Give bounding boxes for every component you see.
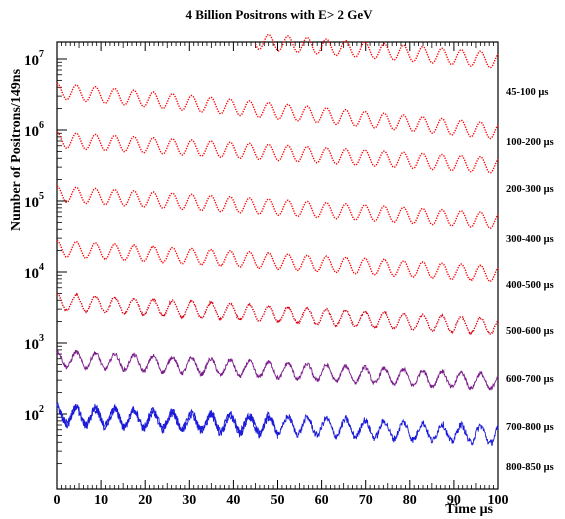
x-axis: 0 10 20 30 40 50 60 70 80 90 100 [54, 42, 509, 508]
x-axis-label: Time μs [445, 502, 493, 517]
window-label: 400-500 μs [506, 280, 554, 291]
window-label: 600-700 μs [506, 374, 554, 385]
series-line [254, 33, 499, 69]
series-line [56, 82, 499, 140]
x-tick-label: 100 [488, 493, 509, 508]
x-tick-label: 60 [315, 493, 329, 508]
y-tick-label: 107 [24, 49, 44, 69]
x-tick-label: 90 [447, 493, 461, 508]
chart-title: 4 Billion Positrons with E> 2 GeV [185, 7, 373, 22]
window-label: 45-100 μs [506, 87, 548, 98]
y-tick-exponent: 7 [39, 49, 44, 60]
series-line [56, 131, 499, 174]
y-tick-exponent: 2 [39, 404, 44, 415]
window-label: 500-600 μs [506, 326, 554, 337]
window-label: 100-200 μs [506, 137, 554, 148]
x-tick-label: 50 [271, 493, 285, 508]
x-tick-label: 10 [94, 493, 108, 508]
series-line [56, 403, 278, 439]
x-tick-label: 40 [226, 493, 240, 508]
x-tick-label: 70 [359, 493, 373, 508]
plot-frame [56, 41, 499, 490]
window-label: 800-850 μs [506, 462, 554, 473]
y-tick-label: 102 [24, 404, 44, 424]
window-label: 700-800 μs [506, 422, 554, 433]
y-tick-label: 106 [24, 120, 44, 140]
x-tick-label: 20 [138, 493, 152, 508]
series-line [56, 185, 499, 229]
series-layer [56, 33, 499, 447]
series-line [56, 292, 499, 336]
x-tick-label: 0 [54, 493, 61, 508]
y-tick-label: 104 [24, 262, 44, 282]
window-label: 200-300 μs [506, 184, 554, 195]
window-labels: 45-100 μs 100-200 μs 200-300 μs 300-400 μs 4… [506, 87, 554, 473]
y-axis: 102 103 104 105 106 107 [24, 49, 67, 465]
y-axis-label: Number of Positrons/149ns [9, 68, 24, 231]
x-tick-label: 30 [182, 493, 196, 508]
y-tick-label: 103 [24, 333, 44, 353]
y-tick-exponent: 3 [39, 333, 44, 344]
y-tick-exponent: 6 [39, 120, 44, 131]
window-label: 300-400 μs [506, 234, 554, 245]
x-tick-label: 80 [403, 493, 417, 508]
series-line [56, 349, 499, 391]
series-line [56, 240, 499, 283]
y-tick-label: 105 [24, 191, 44, 211]
series-line [56, 401, 499, 447]
y-tick-exponent: 5 [39, 191, 44, 202]
y-tick-exponent: 4 [39, 262, 44, 273]
